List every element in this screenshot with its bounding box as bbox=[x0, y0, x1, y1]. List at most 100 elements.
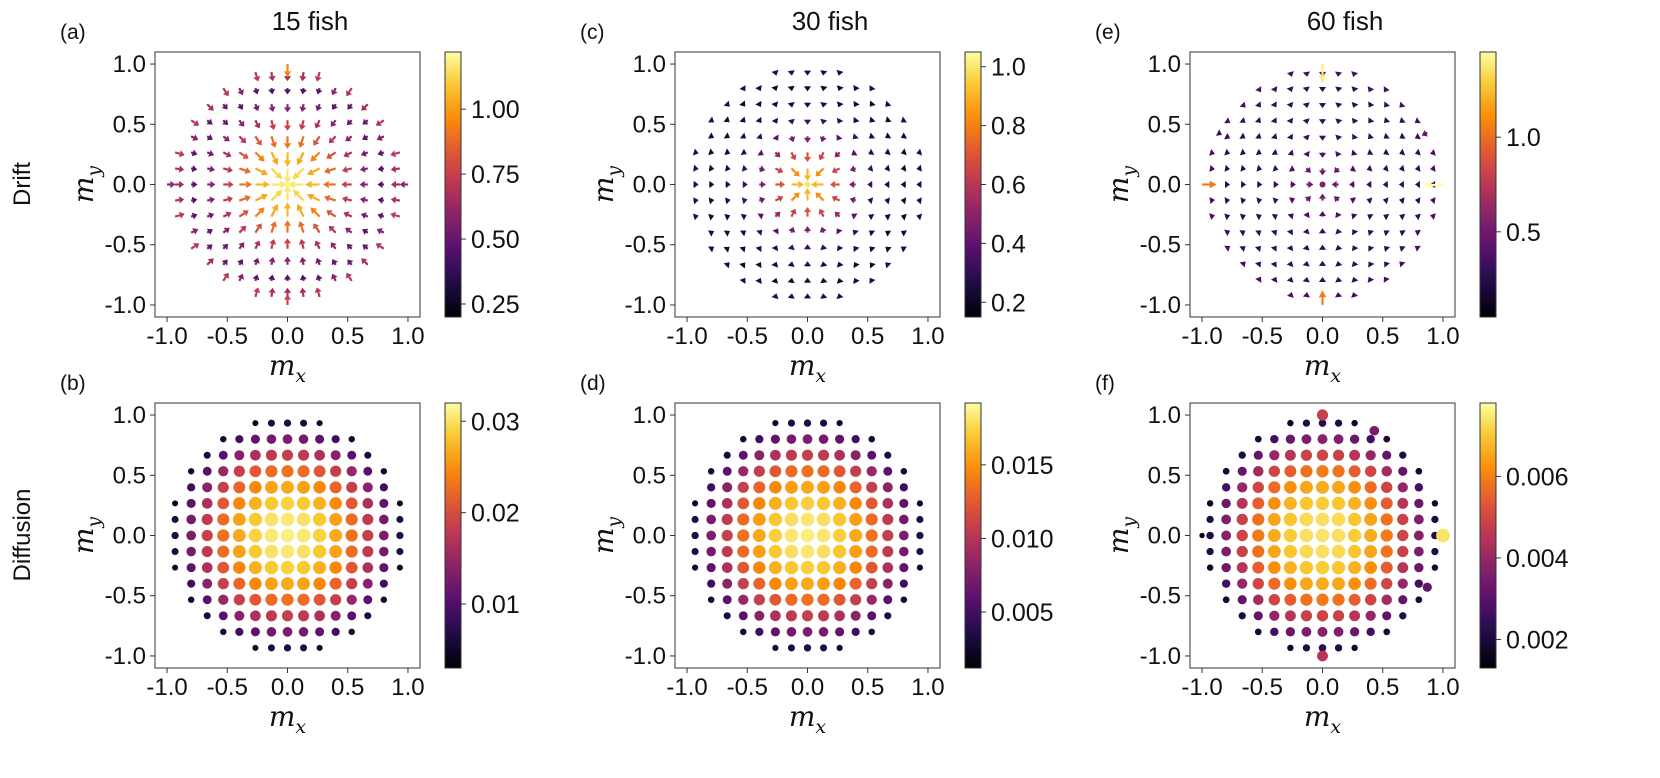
colorbar bbox=[1479, 402, 1497, 669]
drift-arrow-head bbox=[390, 196, 397, 204]
diffusion-point bbox=[1397, 529, 1409, 542]
drift-arrow-head bbox=[771, 101, 779, 108]
drift-arrow-head bbox=[1286, 292, 1294, 298]
diffusion-point bbox=[1236, 513, 1248, 526]
drift-arrow-shaft bbox=[254, 226, 260, 234]
diffusion-point bbox=[264, 528, 279, 543]
drift-arrow-head bbox=[1286, 86, 1294, 93]
diffusion-point bbox=[1381, 594, 1392, 605]
diffusion-point bbox=[1222, 596, 1230, 604]
diffusion-point bbox=[1431, 515, 1439, 524]
drift-arrow-shaft bbox=[254, 167, 263, 173]
drift-arrow-head bbox=[299, 88, 307, 95]
diffusion-point bbox=[722, 466, 732, 476]
diffusion-point bbox=[1221, 546, 1232, 557]
drift-arrow-head bbox=[1318, 244, 1327, 250]
drift-arrow-head bbox=[815, 170, 822, 177]
drift-arrow-shaft bbox=[238, 167, 247, 172]
drift-arrow-head bbox=[377, 149, 384, 157]
drift-arrow-head bbox=[315, 105, 323, 112]
drift-arrow-head bbox=[1224, 197, 1231, 205]
diffusion-point bbox=[691, 531, 699, 540]
diffusion-point bbox=[1397, 513, 1409, 526]
drift-arrow-head bbox=[1414, 132, 1421, 140]
y-tick-label: -1.0 bbox=[625, 643, 666, 670]
drift-arrow-head bbox=[1335, 260, 1343, 267]
y-tick-label: 1.0 bbox=[1148, 51, 1181, 78]
drift-arrow-head bbox=[315, 274, 323, 281]
diffusion-point bbox=[1399, 612, 1407, 620]
drift-arrow-head bbox=[849, 196, 856, 204]
drift-arrow-head bbox=[253, 75, 261, 82]
diffusion-point bbox=[882, 529, 894, 542]
diffusion-point bbox=[234, 610, 245, 621]
diffusion-point bbox=[1317, 434, 1328, 445]
drift-arrow-head bbox=[283, 287, 292, 293]
colorbar-tick-label: 0.015 bbox=[991, 452, 1054, 480]
diffusion-point bbox=[201, 546, 213, 558]
diffusion-point bbox=[1397, 497, 1409, 509]
diffusion-point bbox=[329, 497, 342, 510]
diffusion-point bbox=[220, 628, 227, 636]
drift-arrow-head bbox=[1318, 193, 1327, 199]
diffusion-point bbox=[1302, 419, 1311, 427]
x-tick-label: 1.0 bbox=[1426, 674, 1459, 701]
diffusion-point bbox=[752, 529, 766, 542]
drift-arrow-head bbox=[723, 262, 730, 269]
drift-arrow-head bbox=[362, 228, 369, 235]
drift-arrow-head bbox=[885, 262, 892, 269]
diffusion-point bbox=[1334, 644, 1343, 652]
drift-arrow-head bbox=[1367, 133, 1374, 140]
diffusion-point bbox=[1299, 480, 1313, 494]
diffusion-point bbox=[737, 578, 749, 590]
drift-arrow-head bbox=[1335, 228, 1343, 235]
diffusion-point bbox=[1268, 481, 1281, 494]
panel-a: (a) -1.0 -0.5 0.0 0.5 1.0 -1.0 -0.5 0.0 0.5 1.0 mx m… bbox=[60, 21, 520, 387]
colorbar-tick-label: 0.02 bbox=[471, 500, 520, 528]
drift-arrow-head bbox=[742, 180, 748, 189]
drift-arrow-head bbox=[1287, 149, 1294, 156]
y-tick-label: 0.0 bbox=[633, 523, 666, 550]
column-title: 15 fish bbox=[272, 6, 349, 36]
drift-arrow-head bbox=[1399, 261, 1406, 268]
diffusion-point bbox=[313, 496, 327, 510]
diffusion-point bbox=[1348, 561, 1362, 575]
drift-arrow-head bbox=[170, 180, 176, 189]
drift-arrow-head bbox=[331, 259, 338, 266]
drift-arrow-shaft bbox=[1336, 167, 1340, 171]
drift-arrow-shaft bbox=[837, 214, 841, 218]
x-tick-label: 0.0 bbox=[791, 323, 824, 350]
drift-arrow-head bbox=[1271, 229, 1278, 236]
drift-arrow-head bbox=[820, 261, 828, 267]
x-tick-label: 1.0 bbox=[391, 674, 424, 701]
diffusion-point bbox=[817, 593, 830, 606]
drift-arrow-head bbox=[1399, 213, 1406, 221]
diffusion-point bbox=[379, 579, 388, 588]
diffusion-point bbox=[721, 498, 733, 509]
drift-arrow-head bbox=[708, 164, 715, 172]
drift-arrow-head bbox=[313, 223, 320, 230]
drift-arrow-shaft bbox=[315, 226, 321, 234]
drift-arrow-shaft bbox=[364, 167, 368, 171]
diffusion-point bbox=[755, 627, 764, 636]
diffusion-point bbox=[248, 512, 263, 527]
diffusion-point bbox=[836, 644, 843, 651]
drift-arrow-head bbox=[740, 213, 747, 221]
y-tick-label: -1.0 bbox=[625, 292, 666, 319]
diffusion-point bbox=[1285, 627, 1296, 637]
column-title: 30 fish bbox=[792, 6, 869, 36]
diffusion-point bbox=[329, 481, 342, 494]
drift-arrow-shaft bbox=[313, 210, 321, 218]
diffusion-point bbox=[1236, 545, 1248, 558]
drift-arrow-head bbox=[885, 230, 892, 237]
diffusion-point bbox=[784, 544, 799, 559]
drift-arrow-shaft bbox=[190, 215, 194, 218]
drift-arrow-head bbox=[1271, 133, 1278, 140]
diffusion-point bbox=[232, 513, 246, 526]
drift-arrow-head bbox=[253, 287, 261, 294]
diffusion-point bbox=[784, 528, 799, 543]
drift-arrow-head bbox=[723, 230, 730, 237]
diffusion-point bbox=[899, 579, 908, 588]
drift-arrow-head bbox=[1335, 244, 1343, 251]
drift-arrow-shaft bbox=[206, 135, 210, 139]
